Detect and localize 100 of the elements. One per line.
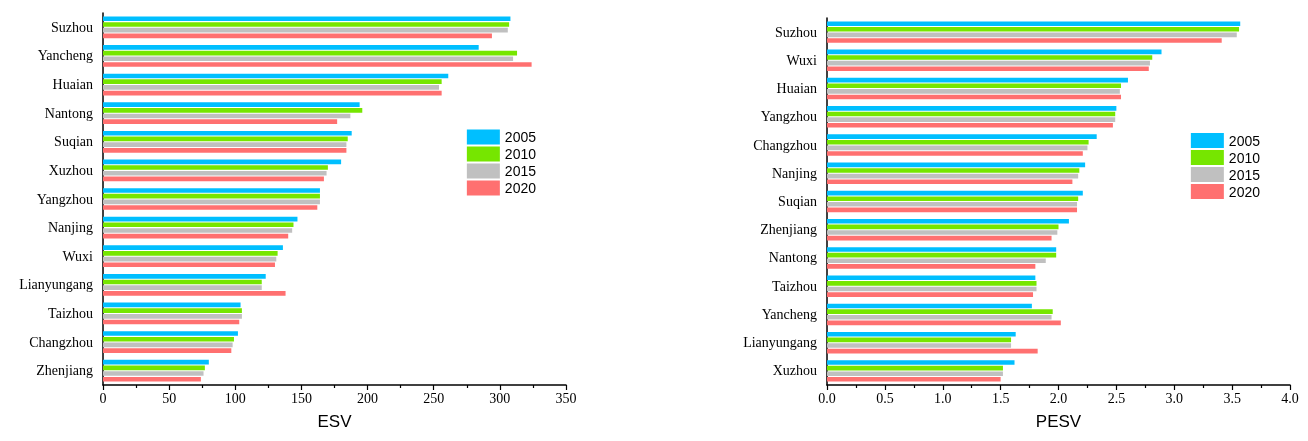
bar [103, 313, 242, 319]
y-tick-label: Yancheng [761, 306, 817, 322]
bar [103, 102, 360, 107]
bar [827, 281, 1037, 286]
y-tick-label: Suzhou [775, 24, 817, 40]
bar [103, 56, 514, 62]
bar [827, 151, 1083, 156]
bar [103, 107, 363, 113]
bar [827, 83, 1122, 89]
bar [103, 147, 347, 153]
bar [827, 168, 1080, 173]
bar [827, 139, 1089, 145]
y-tick-label: Wuxi [62, 248, 94, 264]
y-tick-label: Yangzhou [36, 191, 93, 207]
bar [827, 89, 1120, 94]
x-tick-label: 1.0 [934, 390, 952, 406]
y-tick-label: Huaian [52, 77, 93, 93]
x-tick-label: 0.0 [818, 390, 836, 406]
bar [827, 331, 1016, 337]
x-tick-label: 350 [555, 390, 577, 406]
y-tick-label: Xuzhou [48, 162, 93, 178]
x-tick-label: 150 [290, 390, 312, 406]
y-tick-label: Taizhou [48, 305, 93, 321]
y-tick-label: Suqian [778, 194, 817, 209]
legend-label: 2005 [504, 129, 537, 146]
bar [103, 205, 318, 210]
bar [103, 79, 442, 85]
bar [827, 202, 1078, 207]
y-tick-label: Lianyungang [743, 335, 817, 351]
bar [103, 170, 327, 176]
bar [103, 62, 532, 67]
bar [827, 38, 1222, 43]
y-tick-label: Lianyungang [19, 277, 93, 293]
x-tick-label: 2.0 [1049, 390, 1068, 406]
x-tick-label: 250 [423, 390, 445, 406]
bar [103, 16, 511, 22]
bar [827, 258, 1046, 264]
bar [827, 309, 1053, 314]
x-axis-title: PESV [1035, 412, 1082, 431]
bar [103, 273, 266, 279]
bar [103, 348, 232, 353]
x-axis-title: ESV [317, 412, 353, 431]
x-tick-label: 100 [224, 390, 246, 406]
y-tick-label: Wuxi [786, 52, 818, 68]
bar [827, 21, 1241, 26]
y-tick-label: Zhenjiang [760, 222, 817, 238]
legend-label: 2015 [1228, 166, 1261, 183]
bar [103, 22, 510, 27]
bar [827, 106, 1117, 111]
x-tick-label: 2.5 [1107, 390, 1126, 406]
y-tick-label: Huaian [776, 81, 817, 97]
y-tick-label: Taizhou [772, 278, 817, 294]
x-tick-label: 0 [99, 390, 107, 406]
bar [827, 360, 1015, 365]
bar [827, 27, 1240, 32]
bar [827, 122, 1113, 128]
legend-label: 2010 [504, 146, 537, 163]
bar [103, 165, 328, 170]
x-tick-label: 1.5 [991, 390, 1010, 406]
bar [103, 130, 352, 136]
x-tick-label: 0.5 [876, 390, 894, 406]
y-tick-label: Suzhou [51, 19, 93, 35]
bar [103, 245, 283, 251]
bar [103, 262, 275, 268]
bar [103, 285, 262, 291]
bar [103, 336, 234, 342]
x-tick-label: 50 [162, 390, 177, 406]
bar [827, 219, 1069, 224]
bar [827, 275, 1036, 281]
bar [103, 85, 440, 90]
y-tick-label: Nanjing [771, 165, 817, 181]
bar [827, 230, 1058, 235]
bar [827, 117, 1116, 122]
y-tick-label: Suqian [54, 134, 93, 150]
y-tick-label: Changzhou [29, 334, 93, 350]
legend-label: 2005 [1228, 132, 1261, 149]
bar [103, 142, 347, 147]
legend-label: 2015 [504, 163, 537, 180]
legend-label: 2020 [504, 180, 537, 197]
bar [103, 331, 238, 336]
y-tick-label: Zhenjiang [36, 363, 93, 379]
y-tick-label: Changzhou [753, 137, 817, 153]
bar [827, 196, 1079, 201]
x-tick-label: 200 [357, 390, 379, 406]
legend-label: 2020 [1228, 183, 1261, 200]
bar [827, 377, 1001, 382]
x-tick-label: 3.5 [1223, 390, 1241, 406]
y-tick-label: Nanjing [47, 220, 93, 236]
bar [103, 251, 278, 256]
bar [827, 66, 1149, 72]
bar [103, 222, 294, 228]
x-tick-label: 300 [489, 390, 511, 406]
bar [103, 308, 242, 313]
y-tick-label: Yancheng [37, 48, 93, 64]
bar [827, 292, 1034, 297]
bar [827, 134, 1097, 139]
bar [103, 188, 320, 193]
x-tick-label: 4.0 [1281, 390, 1299, 406]
y-tick-label: Nantong [44, 105, 93, 121]
legend-label: 2010 [1228, 149, 1261, 166]
